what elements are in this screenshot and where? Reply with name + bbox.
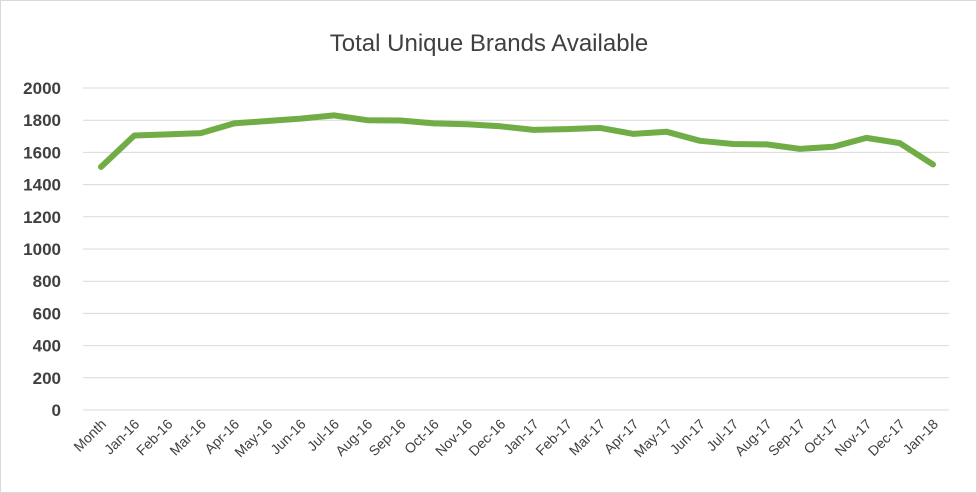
y-tick-label: 1800 (23, 111, 61, 130)
x-tick-label: Jan-18 (900, 416, 942, 458)
x-tick-label: Mar-16 (166, 416, 209, 459)
x-tick-label: Mar-17 (566, 416, 609, 459)
y-tick-label: 1200 (23, 208, 61, 227)
series-line (98, 112, 936, 170)
x-tick-label: May-17 (631, 416, 675, 460)
y-tick-label: 200 (33, 369, 61, 388)
y-tick-label: 1600 (23, 143, 61, 162)
chart-title: Total Unique Brands Available (330, 30, 648, 57)
y-axis-ticks: 0 200 400 600 800 1000 1200 1400 1600 1800 2000 (23, 79, 61, 420)
y-tick-label: 2000 (23, 79, 61, 98)
x-tick-label: Dec-17 (865, 416, 908, 459)
x-tick-label: Dec-16 (465, 416, 508, 459)
gridlines (83, 87, 949, 411)
y-tick-label: 1000 (23, 240, 61, 259)
y-tick-label: 600 (33, 304, 61, 323)
y-tick-label: 400 (33, 337, 61, 356)
x-tick-label: Sep-16 (365, 416, 408, 459)
x-tick-label: Feb-16 (133, 416, 176, 459)
x-tick-label: Jun-16 (267, 416, 309, 458)
y-tick-label: 800 (33, 272, 61, 291)
x-axis-ticks: MonthJan-16Feb-16Mar-16Apr-16May-16Jun-1… (70, 416, 941, 460)
x-tick-label: Sep-17 (765, 416, 808, 459)
y-tick-label: 1400 (23, 176, 61, 195)
x-tick-label: May-16 (231, 416, 275, 460)
series-layer (98, 112, 936, 170)
x-tick-label: Jun-17 (667, 416, 709, 458)
x-tick-label: Feb-17 (532, 416, 575, 459)
y-tick-label: 0 (52, 401, 61, 420)
